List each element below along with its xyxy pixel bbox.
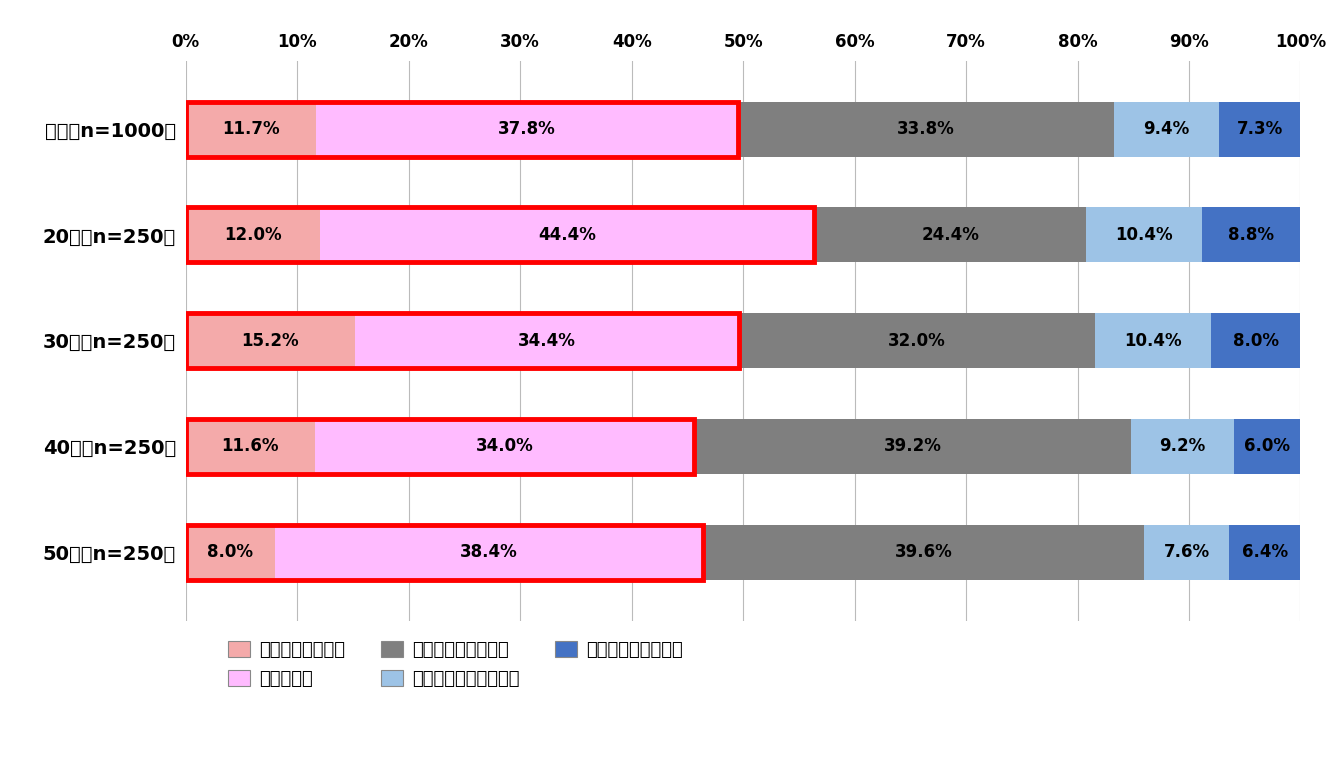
Text: 39.6%: 39.6% bbox=[894, 543, 953, 561]
Bar bbox=[1115, 101, 1220, 157]
Bar bbox=[739, 313, 1095, 368]
Bar bbox=[186, 101, 738, 157]
Text: 8.0%: 8.0% bbox=[1233, 332, 1279, 350]
Text: 7.6%: 7.6% bbox=[1164, 543, 1210, 561]
Bar bbox=[186, 207, 815, 263]
Text: 9.2%: 9.2% bbox=[1160, 438, 1205, 456]
Bar bbox=[186, 313, 739, 368]
Text: 6.4%: 6.4% bbox=[1242, 543, 1287, 561]
Text: 39.2%: 39.2% bbox=[884, 438, 941, 456]
Text: 34.4%: 34.4% bbox=[518, 332, 576, 350]
Bar bbox=[1220, 101, 1300, 157]
Bar bbox=[186, 525, 275, 580]
Text: 24.4%: 24.4% bbox=[921, 226, 979, 244]
Bar bbox=[186, 207, 320, 263]
Bar bbox=[320, 207, 815, 263]
Bar bbox=[314, 419, 694, 474]
Text: 34.0%: 34.0% bbox=[475, 438, 533, 456]
Bar bbox=[275, 525, 703, 580]
Text: 15.2%: 15.2% bbox=[242, 332, 300, 350]
Bar bbox=[186, 419, 314, 474]
Bar bbox=[738, 101, 1115, 157]
Bar bbox=[1202, 207, 1300, 263]
Text: 44.4%: 44.4% bbox=[537, 226, 596, 244]
Text: 10.4%: 10.4% bbox=[1124, 332, 1182, 350]
Text: 37.8%: 37.8% bbox=[498, 120, 556, 139]
Legend: とても良いと思う, 良いと思う, どちらともいえない, あまり良いと思わない, 全く良いと思わない: とても良いと思う, 良いと思う, どちらともいえない, あまり良いと思わない, … bbox=[228, 641, 683, 688]
Text: 33.8%: 33.8% bbox=[897, 120, 955, 139]
Bar bbox=[1087, 207, 1202, 263]
Bar bbox=[1131, 419, 1234, 474]
Bar bbox=[1212, 313, 1300, 368]
Bar bbox=[1234, 419, 1300, 474]
Bar bbox=[1229, 525, 1300, 580]
Text: 6.0%: 6.0% bbox=[1243, 438, 1290, 456]
Text: 8.8%: 8.8% bbox=[1229, 226, 1274, 244]
Text: 12.0%: 12.0% bbox=[224, 226, 281, 244]
Bar bbox=[316, 101, 738, 157]
Bar bbox=[694, 419, 1131, 474]
Bar bbox=[186, 313, 356, 368]
Text: 32.0%: 32.0% bbox=[888, 332, 946, 350]
Text: 10.4%: 10.4% bbox=[1116, 226, 1173, 244]
Bar bbox=[186, 525, 703, 580]
Text: 9.4%: 9.4% bbox=[1144, 120, 1190, 139]
Bar bbox=[1144, 525, 1229, 580]
Bar bbox=[356, 313, 739, 368]
Text: 8.0%: 8.0% bbox=[207, 543, 253, 561]
Bar bbox=[1095, 313, 1212, 368]
Bar bbox=[815, 207, 1087, 263]
Text: 11.7%: 11.7% bbox=[222, 120, 280, 139]
Text: 7.3%: 7.3% bbox=[1237, 120, 1283, 139]
Text: 11.6%: 11.6% bbox=[222, 438, 279, 456]
Bar bbox=[703, 525, 1144, 580]
Bar bbox=[186, 101, 316, 157]
Text: 38.4%: 38.4% bbox=[460, 543, 518, 561]
Bar bbox=[186, 419, 694, 474]
